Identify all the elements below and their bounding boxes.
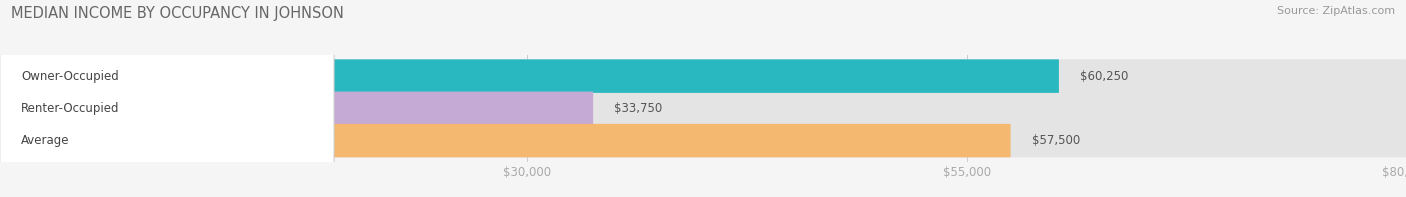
FancyBboxPatch shape bbox=[0, 0, 335, 197]
Text: MEDIAN INCOME BY OCCUPANCY IN JOHNSON: MEDIAN INCOME BY OCCUPANCY IN JOHNSON bbox=[11, 6, 344, 21]
FancyBboxPatch shape bbox=[0, 92, 593, 125]
FancyBboxPatch shape bbox=[0, 124, 1406, 157]
Text: Source: ZipAtlas.com: Source: ZipAtlas.com bbox=[1277, 6, 1395, 16]
Text: $60,250: $60,250 bbox=[1080, 70, 1129, 83]
Text: $33,750: $33,750 bbox=[614, 102, 662, 115]
FancyBboxPatch shape bbox=[0, 124, 1011, 157]
FancyBboxPatch shape bbox=[0, 0, 335, 197]
FancyBboxPatch shape bbox=[0, 59, 1059, 93]
FancyBboxPatch shape bbox=[0, 92, 1406, 125]
Text: $57,500: $57,500 bbox=[1032, 134, 1080, 147]
Text: Owner-Occupied: Owner-Occupied bbox=[21, 70, 120, 83]
FancyBboxPatch shape bbox=[0, 0, 335, 197]
Text: Average: Average bbox=[21, 134, 69, 147]
FancyBboxPatch shape bbox=[0, 59, 1406, 93]
Text: Renter-Occupied: Renter-Occupied bbox=[21, 102, 120, 115]
